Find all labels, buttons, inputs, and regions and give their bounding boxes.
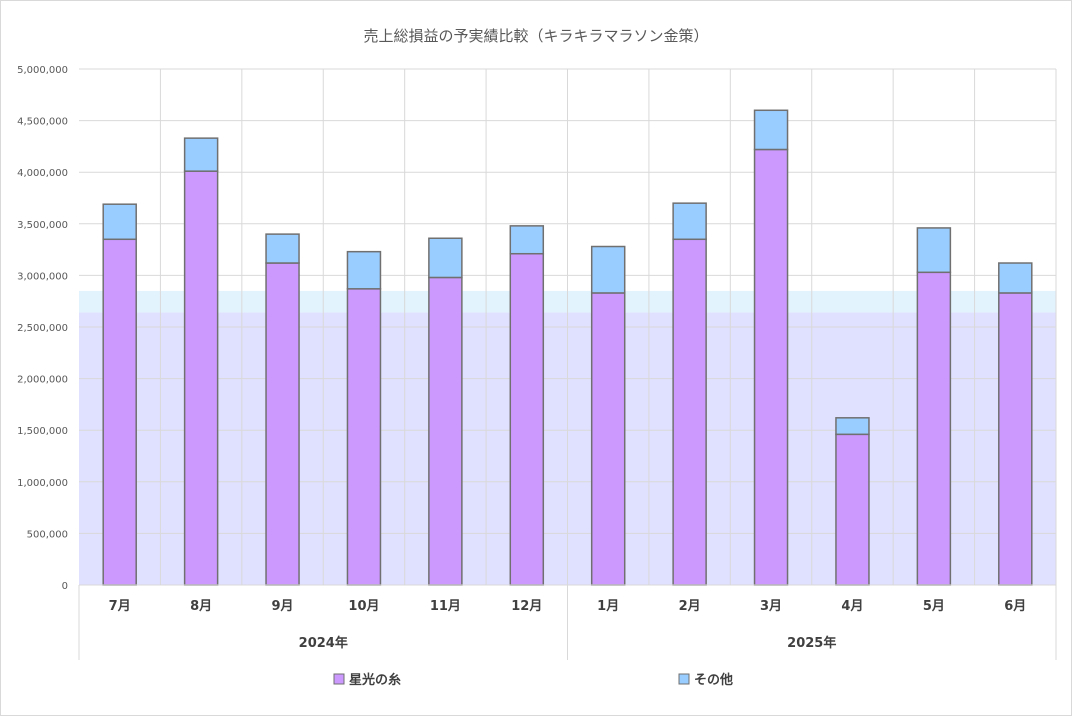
y-tick-label: 2,000,000 [17,375,68,386]
y-tick-label: 4,000,000 [17,168,68,179]
x-category-label: 8月 [190,599,212,614]
x-group-label: 2025年 [787,635,836,651]
bar-segment-series-2 [835,417,870,436]
bar-segment-series-1 [102,238,137,586]
y-tick-label: 500,000 [27,529,68,540]
y-tick-label: 1,000,000 [17,478,68,489]
bar-segment-series-1 [998,292,1033,586]
bar-segment-series-1 [183,170,219,586]
y-tick-label: 5,000,000 [17,65,68,76]
bar-segment-series-2 [753,109,789,151]
x-group-label: 2024年 [299,635,348,651]
x-axis: 7月 8月 9月 10月 11月 12月 1月 2月 3月 4月 5月 6月 2024年 2025年 [78,584,1057,660]
y-tick-label: 3,500,000 [17,220,68,231]
legend-label: その他 [694,672,733,688]
x-category-label: 3月 [760,599,782,614]
y-tick-label: 0 [62,581,68,592]
x-category-label: 12月 [511,599,542,614]
x-category-label: 1月 [597,599,619,614]
legend-swatch [333,673,345,685]
bar-segment-series-1 [265,262,300,586]
bar-segment-series-1 [672,238,707,586]
bar-segment-series-1 [916,271,952,586]
y-tick-label: 1,500,000 [17,426,68,437]
bar-segment-series-1 [346,288,382,586]
bar-segment-series-1 [753,148,789,586]
grid-lines [79,68,1057,586]
x-category-label: 6月 [1004,599,1026,614]
bar-segment-series-2 [428,237,463,279]
y-axis: 0 500,000 1,000,000 1,500,000 2,000,000 2,500… [17,65,68,592]
chart-title: 売上総損益の予実績比較（キラキラマラソン金策） [363,27,708,45]
bar-segment-series-2 [346,250,382,290]
legend-swatch [678,673,690,685]
x-category-label: 9月 [272,599,294,614]
bar-segment-series-2 [509,225,545,255]
x-category-label: 7月 [109,599,131,614]
y-tick-label: 4,500,000 [17,117,68,128]
bar-segment-series-2 [265,233,300,264]
bar-segment-series-2 [102,203,137,241]
legend: 星光の糸 その他 [333,672,733,688]
x-category-label: 11月 [430,599,461,614]
bar-segment-series-1 [590,292,626,586]
y-tick-label: 3,000,000 [17,271,68,282]
x-category-label: 2月 [679,599,701,614]
bar-segment-series-1 [835,433,870,586]
bar-segment-series-2 [672,202,707,241]
legend-label: 星光の糸 [349,672,401,688]
bar-segment-series-2 [998,262,1033,294]
y-tick-label: 2,500,000 [17,323,68,334]
x-category-label: 5月 [923,599,945,614]
bar-segment-series-1 [509,252,545,586]
bars [102,109,1033,586]
bar-segment-series-2 [183,137,219,172]
x-category-label: 10月 [348,599,379,614]
bar-segment-series-1 [428,276,463,586]
bar-segment-series-2 [916,227,952,274]
bar-segment-series-2 [590,245,626,294]
x-category-label: 4月 [841,599,863,614]
